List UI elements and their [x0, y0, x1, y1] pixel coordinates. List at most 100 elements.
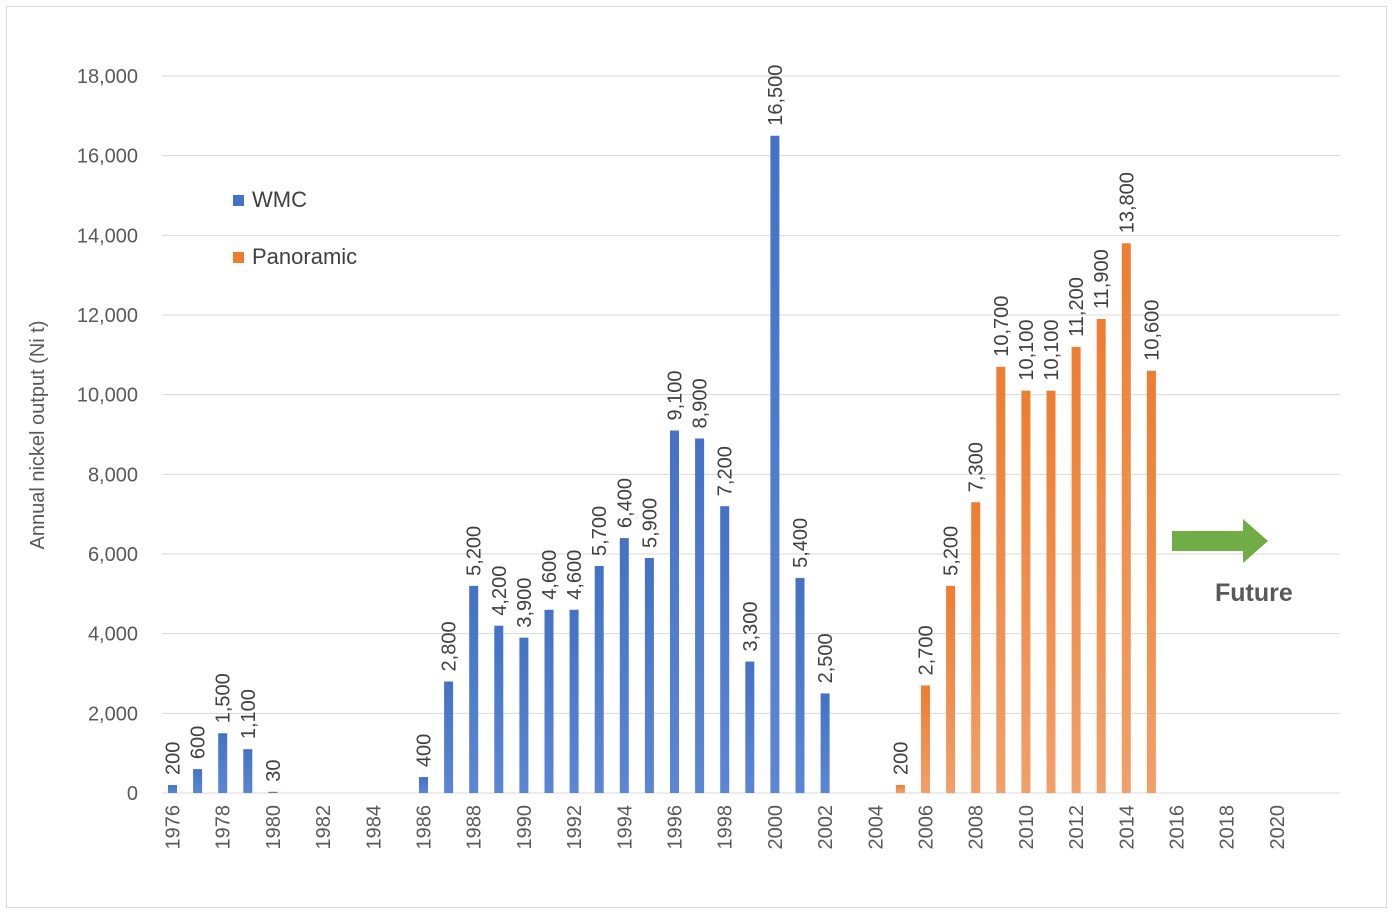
- data-label-wmc-1994: 6,400: [614, 478, 636, 528]
- data-label-wmc-1989: 4,200: [489, 566, 511, 616]
- bar-wmc-1989: [494, 625, 504, 793]
- bar-wmc-2002: [820, 693, 830, 793]
- bar-wmc-1998: [720, 506, 730, 793]
- y-tick-label: 6,000: [88, 544, 138, 566]
- x-tick-label: 1990: [514, 805, 536, 850]
- legend-label-wmc: WMC: [252, 187, 307, 212]
- bar-panoramic-2009: [996, 366, 1006, 793]
- bars: [168, 135, 1156, 794]
- data-label-wmc-1977: 600: [188, 726, 210, 759]
- data-label-wmc-1990: 3,900: [514, 578, 536, 628]
- bar-wmc-1976: [168, 785, 177, 793]
- data-label-wmc-1997: 8,900: [690, 378, 712, 428]
- data-label-wmc-2000: 16,500: [765, 65, 787, 126]
- x-tick-label: 1986: [414, 805, 436, 850]
- x-tick-label: 1996: [665, 805, 687, 850]
- bar-wmc-1977: [193, 769, 203, 793]
- x-tick-label: 1984: [363, 805, 385, 850]
- bar-panoramic-2007: [946, 585, 956, 793]
- x-tick-label: 1980: [263, 805, 285, 850]
- bar-wmc-2001: [795, 577, 805, 793]
- bar-panoramic-2015: [1146, 370, 1156, 793]
- bar-panoramic-2012: [1071, 346, 1081, 793]
- bar-wmc-1995: [644, 557, 654, 793]
- chart-frame: [6, 6, 1387, 908]
- bar-wmc-1987: [444, 681, 454, 793]
- future-annotation: Future: [1172, 519, 1293, 607]
- data-label-wmc-2002: 2,500: [815, 633, 837, 683]
- legend-swatch-wmc: [233, 195, 244, 206]
- x-tick-label: 1992: [564, 805, 586, 850]
- bar-panoramic-2010: [1021, 390, 1031, 793]
- data-label-panoramic-2005: 200: [890, 742, 912, 775]
- x-tick-label: 1988: [464, 805, 486, 850]
- x-tick-label: 1994: [614, 805, 636, 850]
- bar-wmc-1993: [594, 565, 604, 793]
- bar-wmc-1992: [569, 609, 579, 793]
- bar-wmc-1994: [619, 538, 629, 793]
- data-label-wmc-1993: 5,700: [589, 506, 611, 556]
- legend: WMC Panoramic: [233, 187, 357, 269]
- x-tick-label: 2010: [1016, 805, 1038, 850]
- y-tick-label: 0: [127, 783, 138, 805]
- data-label-panoramic-2014: 13,800: [1116, 172, 1138, 233]
- x-tick-label: 2020: [1267, 805, 1289, 850]
- data-label-panoramic-2013: 11,900: [1091, 249, 1113, 309]
- bar-wmc-1997: [695, 438, 705, 793]
- data-label-wmc-1986: 400: [414, 734, 436, 767]
- bar-panoramic-2008: [971, 502, 981, 793]
- data-label-panoramic-2007: 5,200: [941, 526, 963, 576]
- y-axis-title: Annual nickel output (Ni t): [27, 320, 49, 549]
- data-label-wmc-1980: 30: [263, 760, 285, 782]
- y-tick-label: 16,000: [77, 146, 138, 168]
- y-tick-label: 14,000: [77, 225, 138, 247]
- y-tick-label: 8,000: [88, 464, 138, 486]
- x-tick-label: 2008: [966, 805, 988, 850]
- bar-panoramic-2006: [921, 685, 930, 793]
- data-label-panoramic-2015: 10,600: [1141, 300, 1163, 361]
- bar-wmc-1979: [243, 749, 253, 793]
- x-tick-label: 2018: [1217, 805, 1239, 850]
- data-label-wmc-1978: 1,500: [213, 673, 235, 723]
- bar-wmc-1999: [745, 661, 755, 793]
- bar-wmc-1996: [670, 430, 679, 793]
- bar-wmc-1978: [218, 733, 228, 793]
- bar-wmc-1990: [519, 637, 529, 793]
- x-tick-label: 2000: [765, 805, 787, 850]
- bar-wmc-2000: [770, 135, 780, 793]
- data-label-panoramic-2008: 7,300: [966, 442, 988, 492]
- gridlines: [162, 75, 1340, 794]
- data-label-panoramic-2012: 11,200: [1066, 277, 1088, 337]
- bar-wmc-1980: [268, 791, 278, 793]
- y-tick-label: 12,000: [77, 305, 138, 327]
- x-tick-label: 2016: [1167, 805, 1189, 850]
- bar-panoramic-2005: [895, 785, 905, 793]
- x-tick-label: 1998: [715, 805, 737, 850]
- data-label-wmc-1987: 2,800: [439, 621, 461, 671]
- data-label-wmc-1988: 5,200: [464, 526, 486, 576]
- data-label-wmc-1979: 1,100: [238, 689, 260, 739]
- bar-wmc-1986: [419, 777, 428, 793]
- x-axis-ticks: 1976 1978 1980 1982 1984 1986 1988 1990 1992 1994…: [163, 805, 1289, 850]
- future-arrow-icon: [1172, 519, 1268, 563]
- y-tick-label: 10,000: [77, 385, 138, 407]
- data-label-wmc-1992: 4,600: [564, 550, 586, 600]
- x-tick-label: 2006: [916, 805, 938, 850]
- legend-label-panoramic: Panoramic: [252, 244, 357, 269]
- y-tick-label: 4,000: [88, 624, 138, 646]
- y-tick-label: 18,000: [77, 66, 138, 88]
- data-label-panoramic-2011: 10,100: [1041, 320, 1063, 381]
- x-tick-label: 1982: [313, 805, 335, 850]
- data-label-wmc-1998: 7,200: [715, 446, 737, 496]
- bar-panoramic-2011: [1046, 390, 1056, 793]
- bar-panoramic-2014: [1121, 243, 1131, 794]
- bar-panoramic-2013: [1096, 318, 1106, 793]
- data-label-panoramic-2006: 2,700: [916, 625, 938, 675]
- data-label-panoramic-2009: 10,700: [991, 296, 1013, 357]
- x-tick-label: 2002: [815, 805, 837, 850]
- data-label-wmc-2001: 5,400: [790, 518, 812, 568]
- x-tick-label: 1976: [163, 805, 185, 850]
- data-label-wmc-1991: 4,600: [539, 550, 561, 600]
- data-label-wmc-1999: 3,300: [740, 601, 762, 651]
